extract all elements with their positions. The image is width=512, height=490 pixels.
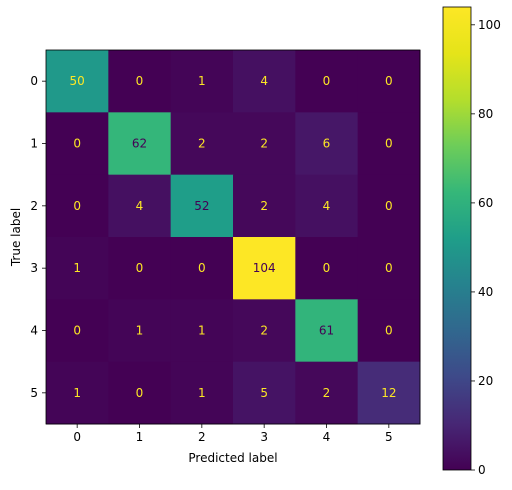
colorbar-tick-label: 100 bbox=[478, 18, 501, 32]
colorbar-tick-label: 20 bbox=[478, 374, 493, 388]
x-tick-label: 0 bbox=[73, 430, 81, 444]
cell-value-label: 2 bbox=[323, 386, 331, 400]
heatmap-cell bbox=[357, 237, 421, 300]
x-tick-label: 1 bbox=[136, 430, 144, 444]
heatmap-cell bbox=[170, 50, 234, 113]
heatmap-cell bbox=[357, 361, 421, 425]
cell-value-label: 104 bbox=[253, 261, 276, 275]
cell-value-label: 1 bbox=[198, 324, 206, 338]
y-axis-label: True label bbox=[9, 208, 23, 267]
x-tick-label: 2 bbox=[198, 430, 206, 444]
y-axis: 0 1 2 3 4 5 bbox=[30, 74, 46, 400]
cell-value-label: 0 bbox=[385, 137, 393, 151]
heatmap-cell bbox=[46, 174, 109, 238]
colorbar-tick-label: 60 bbox=[478, 196, 493, 210]
heatmap-cell bbox=[46, 361, 109, 425]
heatmap-cell bbox=[233, 174, 296, 238]
heatmap-cells: 50 0 1 4 0 00 62 2 2 6 00 4 52 2 4 01 0 0 104 0 00 1 1 2 61 01 0 1 5… bbox=[46, 50, 421, 425]
heatmap-cell bbox=[233, 299, 296, 363]
cell-value-label: 62 bbox=[132, 137, 147, 151]
cell-value-label: 0 bbox=[136, 74, 144, 88]
colorbar bbox=[442, 6, 472, 471]
cell-value-label: 0 bbox=[73, 199, 81, 213]
y-tick-label: 4 bbox=[30, 324, 38, 338]
cell-value-label: 52 bbox=[194, 199, 209, 213]
cell-value-label: 0 bbox=[385, 261, 393, 275]
heatmap-cell bbox=[357, 299, 421, 363]
y-tick-label: 3 bbox=[30, 261, 38, 275]
heatmap-cell bbox=[295, 237, 359, 300]
colorbar-ticks: 0 20 40 60 80 100 bbox=[471, 18, 501, 477]
heatmap-cell bbox=[46, 112, 109, 176]
heatmap-cell bbox=[46, 50, 109, 113]
heatmap-cell bbox=[108, 361, 172, 425]
cell-value-label: 4 bbox=[323, 199, 331, 213]
heatmap-cell bbox=[108, 174, 172, 238]
cell-value-label: 0 bbox=[136, 261, 144, 275]
cell-value-label: 0 bbox=[323, 74, 331, 88]
heatmap-cell bbox=[108, 50, 172, 113]
cell-value-label: 0 bbox=[198, 261, 206, 275]
cell-value-label: 2 bbox=[260, 137, 268, 151]
cell-value-label: 61 bbox=[319, 324, 334, 338]
cell-value-label: 4 bbox=[136, 199, 144, 213]
x-tick-label: 3 bbox=[260, 430, 268, 444]
heatmap-cell bbox=[170, 237, 234, 300]
cell-value-label: 1 bbox=[198, 74, 206, 88]
heatmap-cell bbox=[170, 112, 234, 176]
heatmap-cell bbox=[233, 361, 296, 425]
x-axis-label: Predicted label bbox=[188, 451, 277, 465]
cell-value-label: 0 bbox=[385, 324, 393, 338]
x-axis: 0 1 2 3 4 5 bbox=[73, 424, 393, 444]
heatmap-cell bbox=[233, 237, 296, 300]
cell-value-label: 1 bbox=[198, 386, 206, 400]
heatmap-cell bbox=[295, 361, 359, 425]
heatmap-cell bbox=[357, 50, 421, 113]
cell-value-label: 6 bbox=[323, 137, 331, 151]
cell-value-label: 12 bbox=[381, 386, 396, 400]
cell-value-label: 50 bbox=[70, 74, 85, 88]
colorbar-tick-label: 0 bbox=[478, 463, 486, 477]
cell-value-label: 0 bbox=[73, 137, 81, 151]
cell-value-label: 2 bbox=[198, 137, 206, 151]
heatmap-cell bbox=[295, 299, 359, 363]
cell-value-label: 1 bbox=[136, 324, 144, 338]
heatmap-cell bbox=[295, 50, 359, 113]
heatmap-cell bbox=[46, 299, 109, 363]
heatmap-cell bbox=[233, 112, 296, 176]
heatmap-cell bbox=[295, 174, 359, 238]
x-tick-label: 5 bbox=[385, 430, 393, 444]
heatmap-cell bbox=[170, 174, 234, 238]
cell-value-label: 0 bbox=[136, 386, 144, 400]
colorbar-tick-label: 80 bbox=[478, 107, 493, 121]
y-tick-label: 0 bbox=[30, 74, 38, 88]
heatmap-cell bbox=[233, 50, 296, 113]
heatmap-cell bbox=[46, 237, 109, 300]
plot-frame bbox=[45, 49, 421, 425]
heatmap-cell bbox=[108, 237, 172, 300]
y-tick-label: 1 bbox=[30, 137, 38, 151]
cell-value-label: 0 bbox=[385, 199, 393, 213]
heatmap-cell bbox=[357, 174, 421, 238]
colorbar-tick-label: 40 bbox=[478, 285, 493, 299]
cell-value-label: 1 bbox=[73, 261, 81, 275]
y-tick-label: 5 bbox=[30, 386, 38, 400]
heatmap-cell bbox=[170, 361, 234, 425]
cell-value-label: 2 bbox=[260, 199, 268, 213]
cell-value-label: 0 bbox=[385, 74, 393, 88]
cell-value-label: 5 bbox=[260, 386, 268, 400]
cell-value-label: 1 bbox=[73, 386, 81, 400]
cell-value-label: 4 bbox=[260, 74, 268, 88]
x-tick-label: 4 bbox=[323, 430, 331, 444]
cell-value-label: 0 bbox=[73, 324, 81, 338]
y-tick-label: 2 bbox=[30, 199, 38, 213]
cell-value-label: 2 bbox=[260, 324, 268, 338]
heatmap-cell bbox=[295, 112, 359, 176]
heatmap-cell bbox=[108, 112, 172, 176]
cell-value-label: 0 bbox=[323, 261, 331, 275]
heatmap-cell bbox=[170, 299, 234, 363]
heatmap-cell bbox=[108, 299, 172, 363]
heatmap-cell bbox=[357, 112, 421, 176]
